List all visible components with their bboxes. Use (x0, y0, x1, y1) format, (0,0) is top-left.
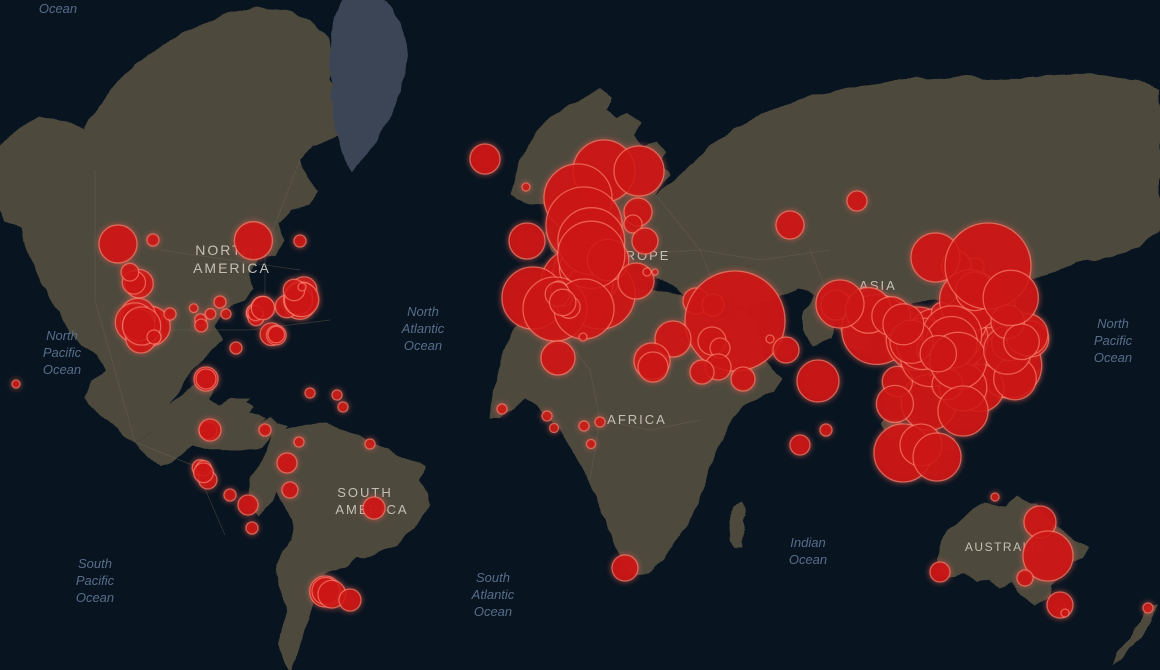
svg-text:Pacific: Pacific (43, 345, 82, 360)
svg-text:Ocean: Ocean (789, 552, 827, 567)
svg-text:Pacific: Pacific (1094, 333, 1133, 348)
svg-text:Ocean: Ocean (39, 1, 77, 16)
svg-text:South: South (78, 556, 112, 571)
svg-text:SOUTH: SOUTH (337, 485, 393, 500)
svg-text:Ocean: Ocean (474, 604, 512, 619)
svg-text:AMERICA: AMERICA (193, 260, 271, 276)
svg-text:Ocean: Ocean (76, 590, 114, 605)
svg-text:Ocean: Ocean (1094, 350, 1132, 365)
svg-text:Atlantic: Atlantic (401, 321, 445, 336)
svg-text:Ocean: Ocean (43, 362, 81, 377)
svg-text:Indian: Indian (790, 535, 825, 550)
svg-text:North: North (1097, 316, 1129, 331)
svg-text:AFRICA: AFRICA (607, 412, 667, 427)
svg-text:South: South (476, 570, 510, 585)
svg-text:Atlantic: Atlantic (471, 587, 515, 602)
svg-text:Pacific: Pacific (76, 573, 115, 588)
svg-text:North: North (46, 328, 78, 343)
svg-text:Ocean: Ocean (404, 338, 442, 353)
svg-text:North: North (407, 304, 439, 319)
